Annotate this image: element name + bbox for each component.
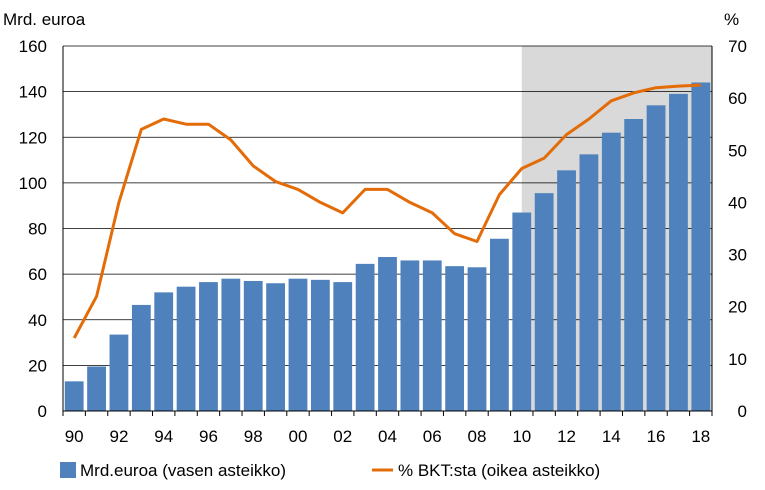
x-tick-label: 98 xyxy=(244,427,263,446)
left-axis-ticks: 0 20 40 60 80 100 120 140 160 xyxy=(19,37,47,421)
bar xyxy=(445,266,465,411)
x-tick-label: 90 xyxy=(65,427,84,446)
right-tick-label: 30 xyxy=(728,246,747,265)
x-tick-label: 92 xyxy=(109,427,128,446)
right-tick-label: 70 xyxy=(728,37,747,56)
x-tick-label: 06 xyxy=(423,427,442,446)
x-axis-ticks: 90 92 94 96 98 00 02 04 06 08 10 12 14 16 18 xyxy=(62,411,713,446)
left-tick-label: 40 xyxy=(28,311,47,330)
bar xyxy=(646,105,666,411)
bar xyxy=(310,279,330,411)
bar xyxy=(691,82,711,411)
right-axis-unit: % xyxy=(724,10,739,29)
right-tick-label: 20 xyxy=(728,298,747,317)
legend-label-bars: Mrd.euroa (vasen asteikko) xyxy=(80,461,286,480)
bar xyxy=(601,132,621,411)
left-tick-label: 100 xyxy=(19,174,47,193)
right-tick-label: 40 xyxy=(728,193,747,212)
bar xyxy=(669,93,688,411)
x-tick-label: 10 xyxy=(512,427,531,446)
legend: Mrd.euroa (vasen asteikko) % BKT:sta (oi… xyxy=(60,461,600,480)
bar xyxy=(266,283,286,411)
x-tick-label: 00 xyxy=(289,427,308,446)
right-tick-label: 60 xyxy=(728,89,747,108)
bar xyxy=(534,193,554,411)
bar xyxy=(221,278,241,411)
line-series xyxy=(72,83,701,339)
bar xyxy=(422,260,442,411)
bar xyxy=(176,286,196,411)
right-axis-ticks: 0 10 20 30 40 50 60 70 xyxy=(728,37,747,421)
bar xyxy=(624,119,644,411)
left-tick-label: 20 xyxy=(28,356,47,375)
x-tick-label: 08 xyxy=(468,427,487,446)
x-tick-label: 94 xyxy=(154,427,173,446)
left-tick-label: 160 xyxy=(19,37,47,56)
bar xyxy=(557,170,576,411)
x-tick-label: 02 xyxy=(333,427,352,446)
x-tick-label: 96 xyxy=(199,427,218,446)
x-tick-label: 14 xyxy=(602,427,621,446)
bar xyxy=(579,154,599,411)
x-tick-label: 16 xyxy=(647,427,666,446)
left-tick-label: 60 xyxy=(28,265,47,284)
bar-series xyxy=(64,82,711,411)
x-tick-label: 04 xyxy=(378,427,397,446)
legend-label-line: % BKT:sta (oikea asteikko) xyxy=(398,461,600,480)
bar xyxy=(199,282,218,411)
right-tick-label: 10 xyxy=(728,350,747,369)
right-tick-label: 50 xyxy=(728,141,747,160)
x-tick-label: 18 xyxy=(691,427,710,446)
bar xyxy=(512,212,532,411)
left-tick-label: 120 xyxy=(19,128,47,147)
bar xyxy=(154,292,174,411)
bar xyxy=(489,238,509,411)
bar xyxy=(243,280,263,411)
axes xyxy=(62,46,713,412)
bar xyxy=(467,267,487,411)
bar xyxy=(64,381,84,411)
x-tick-label: 12 xyxy=(557,427,576,446)
bar xyxy=(288,278,308,411)
bar xyxy=(109,334,129,411)
bar xyxy=(131,304,151,411)
left-tick-label: 0 xyxy=(38,402,47,421)
left-tick-label: 80 xyxy=(28,220,47,239)
bar xyxy=(400,260,420,411)
bar xyxy=(333,282,353,411)
right-tick-label: 0 xyxy=(738,402,747,421)
bar xyxy=(87,366,106,411)
bar xyxy=(378,257,397,411)
legend-swatch-bars xyxy=(60,462,76,478)
bar xyxy=(355,263,375,411)
left-tick-label: 140 xyxy=(19,83,47,102)
left-axis-unit: Mrd. euroa xyxy=(3,10,86,29)
